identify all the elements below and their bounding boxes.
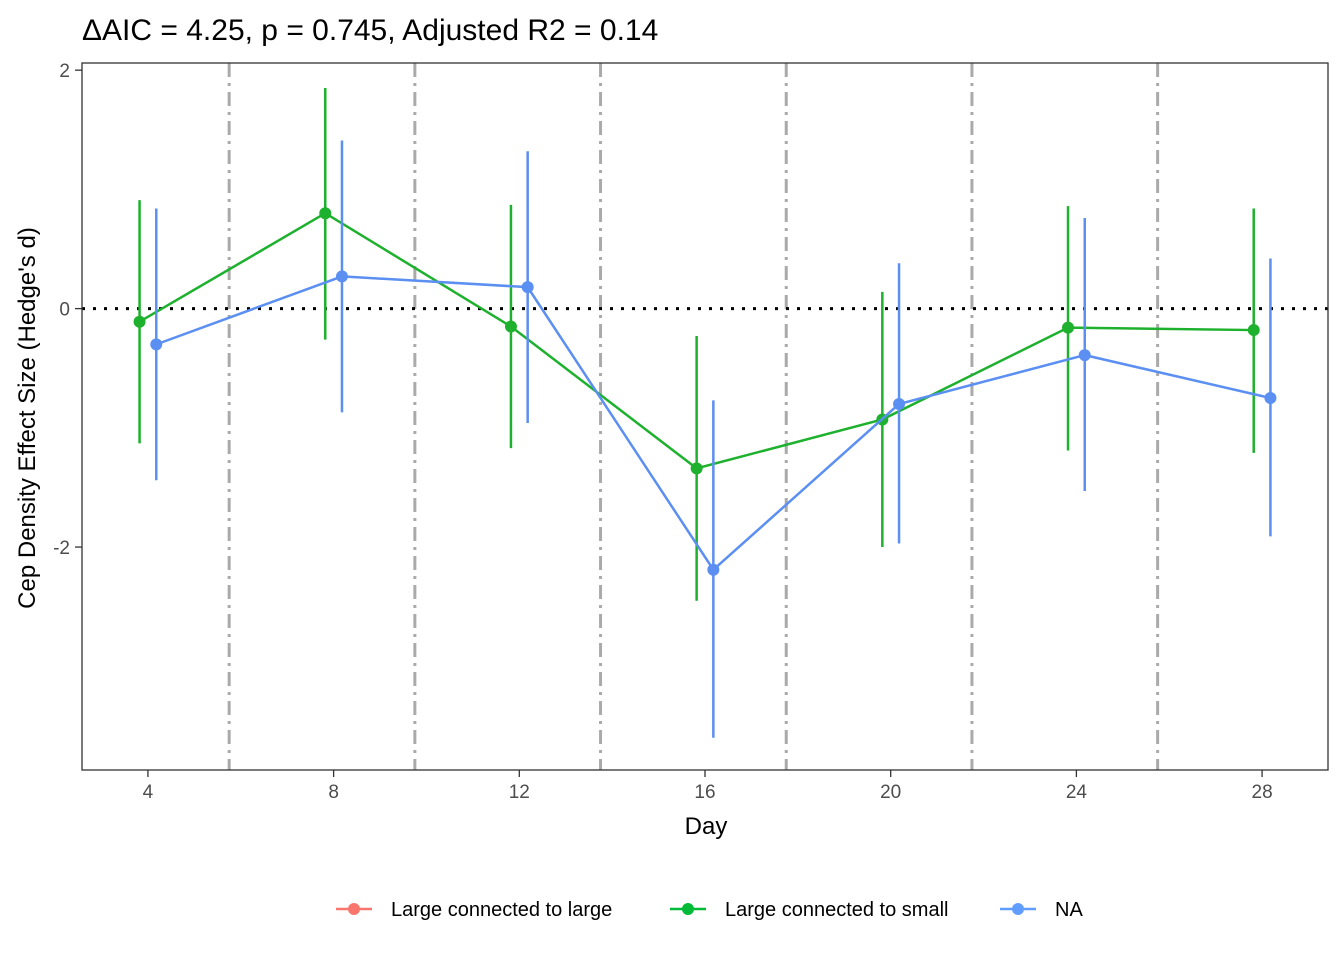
data-point [521,281,534,294]
data-point [335,270,348,283]
chart-title: ΔAIC = 4.25, p = 0.745, Adjusted R2 = 0.… [82,14,658,47]
x-tick-label: 24 [1066,782,1088,803]
data-point [1247,324,1260,337]
data-point [133,315,146,328]
x-tick-label: 12 [509,782,530,803]
legend-item: Large connected to large [336,899,612,921]
data-point [1078,349,1091,362]
legend-key-point [682,903,694,915]
y-axis: 2 0 -2 [53,61,82,559]
data-point [1062,321,1075,334]
x-axis: 4 8 12 16 20 24 28 [143,770,1273,803]
legend-label: Large connected to large [391,899,612,921]
data-point [150,338,163,351]
data-point [1264,392,1277,405]
data-point [319,207,332,220]
plot-background [82,63,1328,770]
data-point [707,563,720,576]
legend: Large connected to large Large connected … [336,899,1083,921]
legend-label: Large connected to small [725,899,948,921]
data-point [504,320,517,333]
x-tick-label: 16 [694,782,715,803]
legend-key-point [348,903,360,915]
series-layer [133,88,1277,738]
series-1 [150,140,1277,738]
x-tick-label: 20 [880,782,901,803]
legend-item: Large connected to small [670,899,948,921]
x-tick-label: 8 [328,782,339,803]
x-tick-label: 4 [143,782,154,803]
series-0 [133,88,1260,601]
data-point [690,462,703,475]
legend-item: NA [1000,899,1083,921]
legend-key-point [1012,903,1024,915]
y-tick-label: -2 [53,538,70,559]
y-tick-label: 0 [59,300,70,321]
x-axis-title: Day [685,813,728,840]
plot-panel [82,63,1328,770]
phase-divider-lines [227,63,1160,770]
x-tick-label: 28 [1252,782,1273,803]
y-axis-title: Cep Density Effect Size (Hedge's d) [14,227,41,609]
y-tick-label: 2 [59,61,70,82]
data-point [893,397,906,410]
legend-label: NA [1055,899,1083,921]
